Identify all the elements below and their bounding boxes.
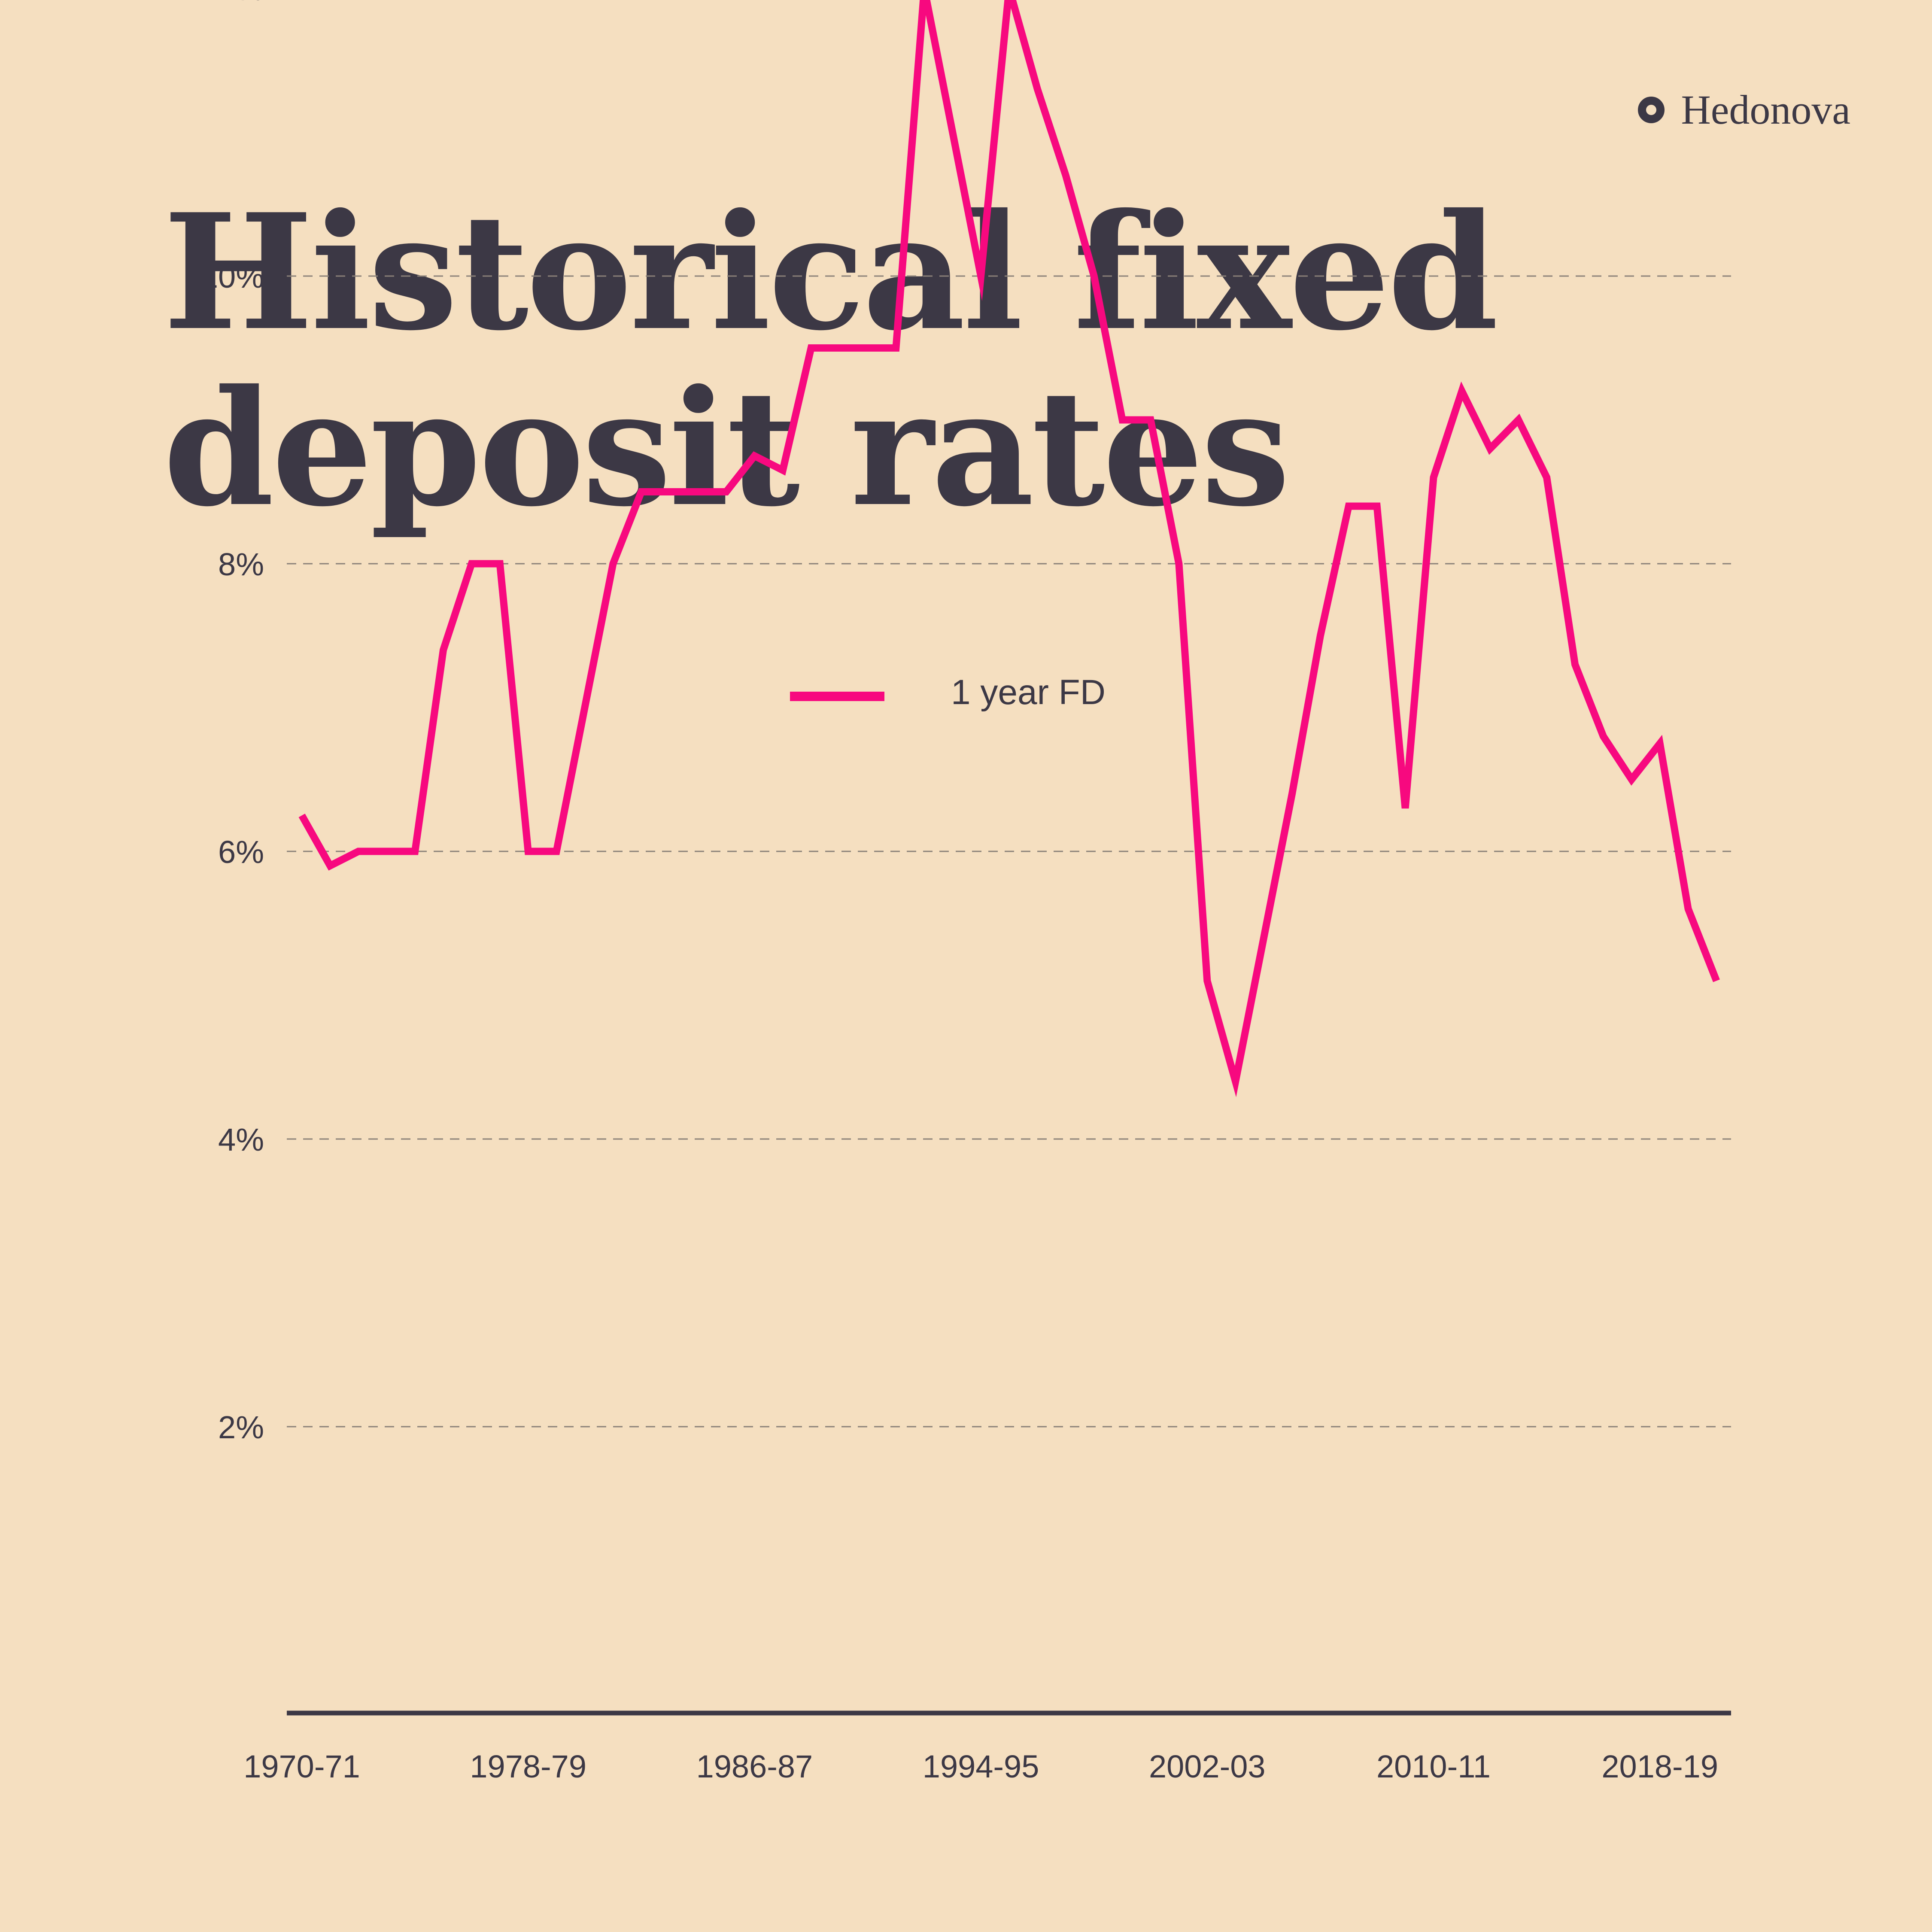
ring-icon <box>1638 96 1665 123</box>
gridlines <box>287 275 1731 1428</box>
y-tick-label: 10% <box>200 259 264 295</box>
x-tick-label: 1978-79 <box>470 1749 586 1784</box>
legend: 1 year FD <box>790 673 1106 712</box>
x-tick-label: 1994-95 <box>923 1749 1039 1784</box>
y-tick-label: 2% <box>218 1410 264 1445</box>
x-tick-label: 1970-71 <box>243 1749 360 1784</box>
x-axis-tick-labels: 1970-71 1978-79 1986-87 1994-95 2002-03 2010-… <box>243 1749 1718 1784</box>
x-tick-label: 2002-03 <box>1149 1749 1266 1784</box>
x-tick-label: 2018-19 <box>1601 1749 1718 1784</box>
x-tick-label: 2010-11 <box>1376 1749 1491 1784</box>
series-line-1-year-fd <box>298 0 1720 1097</box>
y-tick-label: 6% <box>218 834 264 870</box>
y-tick-label: 8% <box>218 547 264 582</box>
y-tick-label: 4% <box>218 1122 264 1157</box>
chart-title-line-2: deposit rates <box>163 355 1291 542</box>
y-axis-tick-labels: 2% 4% 6% 8% 10% 12% <box>200 0 264 1445</box>
brand-logo: Hedonova <box>1638 86 1850 134</box>
chart-title: Historical fixed deposit rates <box>163 185 1623 537</box>
chart-title-line-1: Historical fixed <box>163 179 1498 366</box>
brand-name: Hedonova <box>1681 87 1850 133</box>
legend-label: 1 year FD <box>951 673 1106 712</box>
x-tick-label: 1986-87 <box>696 1749 813 1784</box>
y-tick-label: 12% <box>200 0 264 7</box>
